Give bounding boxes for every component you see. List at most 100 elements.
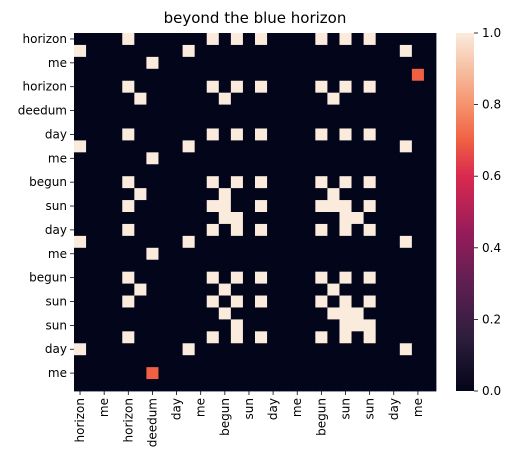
heatmap-cell: [303, 92, 316, 105]
heatmap-cell: [122, 235, 135, 249]
heatmap-cell: [86, 212, 99, 225]
heatmap-cell: [146, 104, 159, 117]
heatmap-cell: [255, 56, 268, 70]
heatmap-cell: [387, 56, 401, 70]
heatmap-cell: [194, 223, 208, 237]
heatmap-cell: [170, 331, 183, 344]
heatmap-cell: [122, 188, 135, 201]
heatmap-cell: [134, 44, 147, 58]
x-tick-label: horizon: [121, 398, 135, 442]
heatmap-cell: [279, 307, 292, 320]
heatmap-cell: [303, 104, 316, 117]
heatmap-cell: [267, 367, 280, 380]
heatmap-cell: [134, 33, 147, 46]
heatmap-cell: [339, 152, 352, 165]
y-tick-label: horizon: [23, 80, 67, 94]
heatmap-cell: [303, 68, 316, 82]
heatmap-cell: [375, 307, 389, 320]
heatmap-cell: [74, 259, 87, 273]
heatmap-cell: [291, 140, 304, 153]
heatmap-cell: [158, 152, 171, 165]
heatmap-cell: [339, 223, 352, 237]
heatmap-cell: [218, 235, 232, 249]
heatmap-cell: [267, 164, 280, 177]
heatmap-cell: [279, 200, 292, 213]
heatmap-cell: [279, 33, 292, 46]
heatmap-cell: [74, 140, 87, 153]
heatmap-cell: [74, 212, 87, 225]
heatmap-cell: [74, 176, 87, 189]
y-tick-label: day: [45, 127, 67, 141]
heatmap-cell: [291, 367, 304, 380]
heatmap-cell: [170, 259, 183, 273]
heatmap-cell: [110, 68, 123, 82]
heatmap-cell: [242, 223, 256, 237]
heatmap-cell: [363, 128, 377, 141]
heatmap-cell: [351, 116, 364, 129]
heatmap-cell: [375, 271, 389, 284]
heatmap-cell: [146, 164, 159, 177]
y-tick-label: sun: [46, 199, 67, 213]
heatmap-cell: [158, 235, 171, 249]
heatmap-cell: [242, 355, 256, 368]
heatmap-cell: [303, 331, 316, 344]
heatmap-cell: [387, 212, 401, 225]
heatmap-cell: [146, 80, 159, 94]
heatmap-cell: [315, 355, 328, 368]
heatmap-cell: [182, 176, 196, 189]
heatmap-cell: [399, 343, 413, 356]
colorbar: 0.0 0.2 0.4 0.6 0.8 1.0: [456, 26, 501, 398]
heatmap-cell: [86, 116, 99, 129]
heatmap-cell: [98, 152, 111, 165]
heatmap-cell: [279, 343, 292, 356]
heatmap-cell: [74, 152, 87, 165]
heatmap-cell: [423, 271, 437, 284]
heatmap-cell: [327, 331, 340, 344]
x-tick-label: sun: [363, 398, 377, 419]
heatmap-cell: [206, 164, 220, 177]
heatmap-cell: [134, 56, 147, 70]
heatmap-cell: [230, 152, 244, 165]
y-tick-label: sun: [46, 295, 67, 309]
heatmap-cell: [110, 92, 123, 105]
heatmap-cell: [375, 295, 389, 308]
heatmap-cell: [387, 259, 401, 273]
heatmap-cell: [327, 355, 340, 368]
heatmap-cell: [291, 33, 304, 46]
heatmap-cell: [411, 235, 425, 249]
heatmap-cell: [134, 212, 147, 225]
heatmap-cell: [86, 80, 99, 94]
heatmap-cell: [146, 92, 159, 105]
heatmap-cell: [327, 176, 340, 189]
heatmap-cell: [255, 223, 268, 237]
heatmap-cell: [98, 235, 111, 249]
heatmap-cell: [411, 104, 425, 117]
heatmap-cell: [218, 92, 232, 105]
heatmap-cell: [351, 68, 364, 82]
heatmap-cell: [399, 68, 413, 82]
heatmap-cell: [315, 295, 328, 308]
heatmap-cell: [423, 176, 437, 189]
heatmap-cell: [242, 68, 256, 82]
heatmap-cell: [423, 367, 437, 380]
heatmap-cell: [267, 68, 280, 82]
heatmap-cell: [158, 68, 171, 82]
heatmap-cell: [339, 44, 352, 58]
heatmap-cell: [399, 80, 413, 94]
heatmap-cell: [375, 128, 389, 141]
heatmap-cell: [158, 319, 171, 332]
heatmap-cell: [399, 223, 413, 237]
heatmap-cell: [182, 152, 196, 165]
heatmap-cell: [158, 200, 171, 213]
heatmap-cell: [267, 176, 280, 189]
heatmap-cell: [146, 379, 159, 392]
heatmap-cell: [255, 212, 268, 225]
heatmap-cell: [170, 56, 183, 70]
heatmap-cell: [194, 367, 208, 380]
heatmap-cell: [387, 307, 401, 320]
heatmap-cell: [110, 331, 123, 344]
heatmap-cell: [291, 307, 304, 320]
heatmap-cell: [230, 319, 244, 332]
heatmap-cell: [327, 259, 340, 273]
